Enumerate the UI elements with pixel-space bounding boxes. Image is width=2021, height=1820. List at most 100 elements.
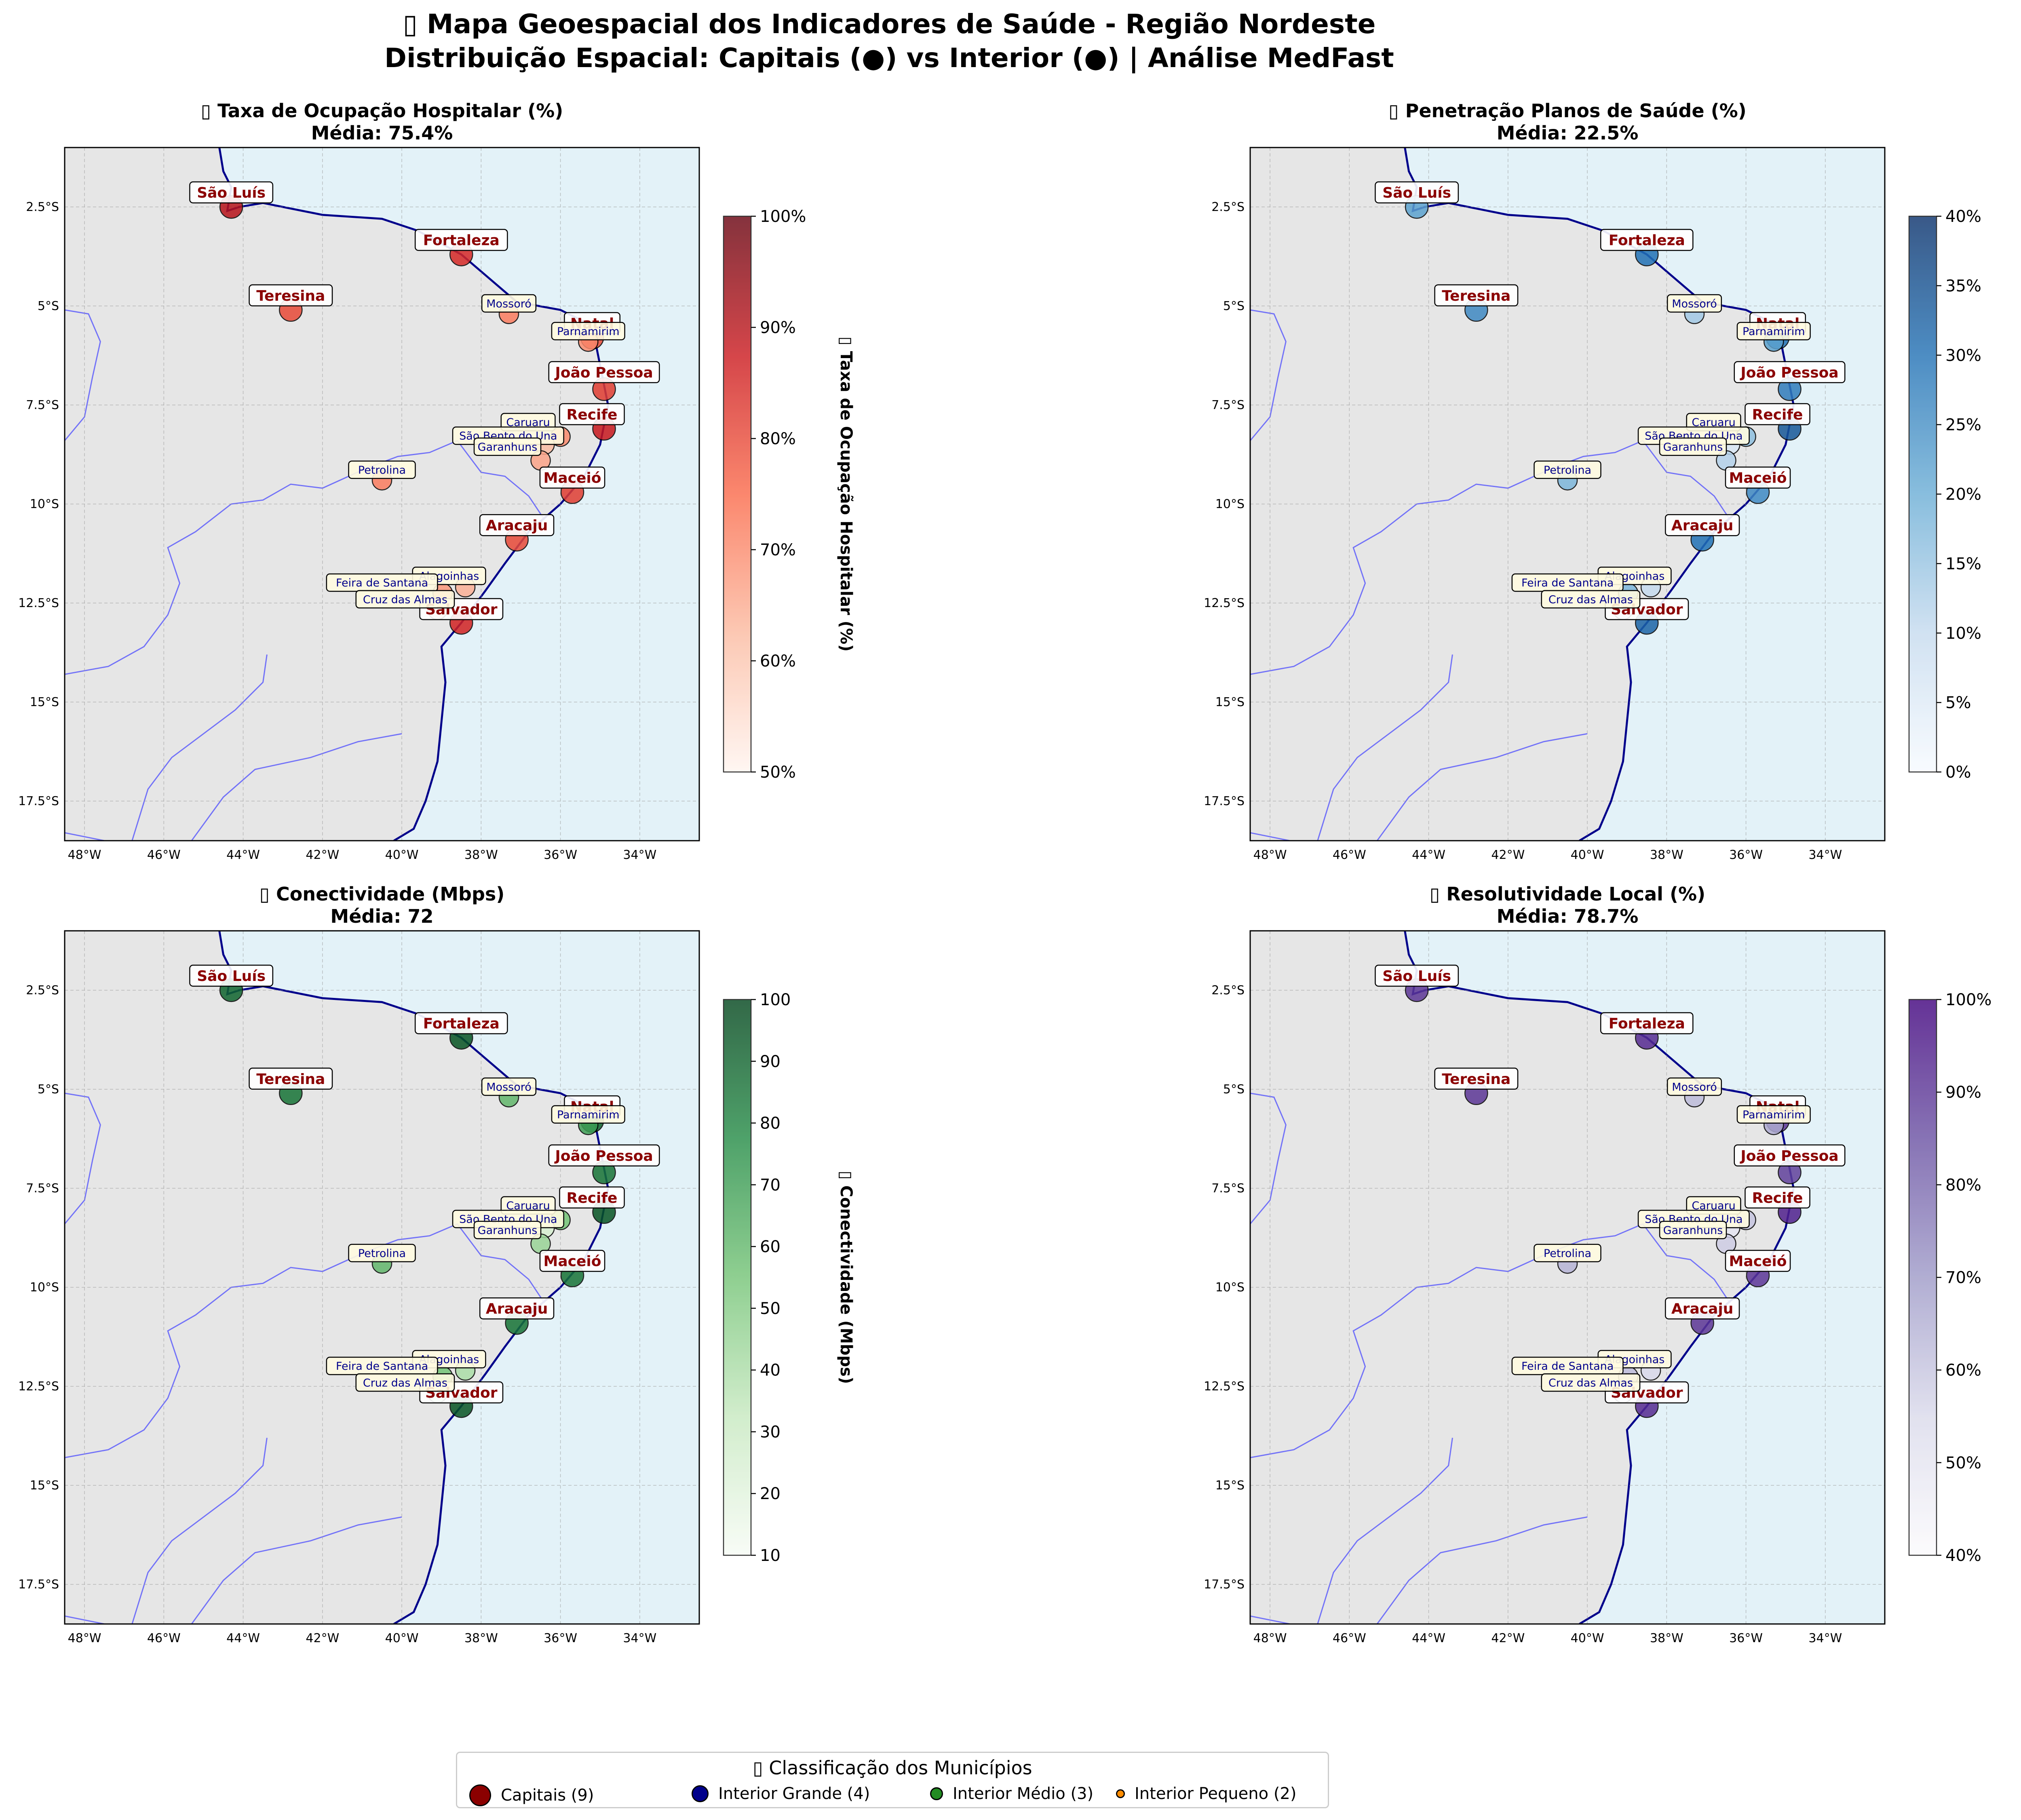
- city-label-box: [479, 1297, 555, 1320]
- state-border: [65, 1615, 105, 1624]
- colorbar-tick-label: 0%: [1945, 763, 1971, 782]
- y-tick-label: 7.5°S: [1211, 398, 1245, 412]
- y-tick-label: 10°S: [30, 497, 59, 511]
- y-tick-label: 5°S: [38, 299, 59, 313]
- city-label-aracaju: Aracaju: [1664, 1297, 1740, 1320]
- city-label-box: [1659, 437, 1727, 456]
- city-label-box: [1375, 964, 1459, 987]
- city-label-sao-luis: São Luís: [1375, 181, 1459, 204]
- city-label-text: Maceió: [544, 1253, 601, 1270]
- colorbar-tick-label: 90: [760, 1052, 781, 1071]
- y-tick-label: 5°S: [1223, 1082, 1245, 1097]
- city-label-text: Maceió: [544, 470, 601, 487]
- x-tick-label: 34°W: [1808, 1631, 1842, 1645]
- city-label-aracaju: Aracaju: [479, 1297, 555, 1320]
- state-border: [1317, 654, 1453, 841]
- map-frame: [64, 930, 700, 1625]
- city-label-box: [1534, 460, 1601, 479]
- city-label-text: Parnamirim: [557, 1109, 620, 1121]
- city-label-text: Teresina: [1442, 288, 1510, 304]
- land: [65, 148, 608, 841]
- city-label-box: [1659, 1221, 1727, 1239]
- legend-label-interior-pequeno: Interior Pequeno (2): [1135, 1784, 1297, 1803]
- y-tick-label: 7.5°S: [26, 1181, 59, 1196]
- city-label-recife: Recife: [1745, 1186, 1810, 1209]
- y-tick-label: 12.5°S: [1204, 596, 1245, 610]
- x-tick-label: 40°W: [1571, 1631, 1604, 1645]
- city-label-feira-de-santana: Feira de Santana: [1511, 573, 1624, 592]
- colorbar-tick-label: 70%: [760, 541, 796, 559]
- city-label-petrolina: Petrolina: [348, 460, 416, 479]
- city-label-box: [539, 1250, 605, 1272]
- city-label-cruz-das-almas: Cruz das Almas: [1541, 1373, 1641, 1392]
- x-tick-label: 44°W: [226, 1631, 260, 1645]
- colorbar-tick-label: 20%: [1945, 485, 1981, 504]
- city-label-recife: Recife: [1745, 403, 1810, 426]
- city-label-text: Cruz das Almas: [363, 593, 447, 606]
- city-label-sao-luis: São Luís: [189, 181, 274, 204]
- panel-subtitle: Média: 22.5%: [1497, 122, 1639, 144]
- city-label-joao-pessoa: João Pessoa: [548, 361, 660, 384]
- city-label-box: [1734, 1144, 1846, 1167]
- y-tick-label: 15°S: [1215, 1478, 1245, 1493]
- city-label-feira-de-santana: Feira de Santana: [326, 573, 438, 592]
- city-label-text: Recife: [567, 1190, 618, 1206]
- state-border: [191, 1516, 402, 1624]
- legend-title: ▯ Classificação dos Municípios: [753, 1757, 1032, 1779]
- x-tick-label: 40°W: [385, 848, 419, 862]
- state-border: [1376, 733, 1588, 841]
- city-label-text: Aracaju: [486, 517, 548, 534]
- y-tick-label: 10°S: [1215, 497, 1245, 511]
- colorbar-tick-label: 40: [760, 1361, 781, 1380]
- colorbar-tick-label: 100%: [760, 207, 806, 226]
- map-frame: [1249, 147, 1886, 841]
- city-label-teresina: Teresina: [249, 284, 333, 307]
- map-panel-2: ▯ Penetração Planos de Saúde (%)Média: 2…: [1204, 100, 1981, 862]
- colorbar-tick-label: 35%: [1945, 277, 1981, 295]
- city-label-box: [548, 1144, 660, 1167]
- city-label-text: Mossoró: [1672, 297, 1717, 310]
- y-tick-label: 2.5°S: [1211, 200, 1245, 214]
- city-label-parnamirim: Parnamirim: [551, 1105, 625, 1124]
- city-label-box: [1664, 1297, 1740, 1320]
- city-label-box: [355, 1373, 455, 1392]
- city-label-text: João Pessoa: [1739, 365, 1838, 381]
- x-tick-label: 38°W: [1650, 1631, 1683, 1645]
- panel-subtitle: Média: 75.4%: [311, 122, 453, 144]
- y-tick-label: 15°S: [1215, 695, 1245, 709]
- x-tick-label: 42°W: [306, 1631, 339, 1645]
- y-tick-label: 12.5°S: [1204, 1379, 1245, 1394]
- colorbar-tick-label: 50: [760, 1299, 781, 1318]
- city-label-aracaju: Aracaju: [1664, 514, 1740, 536]
- colorbar-tick-label: 80%: [1945, 1176, 1981, 1194]
- city-label-text: Cruz das Almas: [1548, 1377, 1633, 1389]
- x-tick-label: 38°W: [1650, 848, 1683, 862]
- x-tick-label: 40°W: [385, 1631, 419, 1645]
- colorbar-tick-label: 60%: [1945, 1361, 1981, 1380]
- city-label-text: Fortaleza: [423, 1016, 500, 1032]
- map-panel-4: ▯ Resolutividade Local (%)Média: 78.7% 48…: [1204, 883, 1991, 1645]
- city-label-text: Mossoró: [1672, 1081, 1717, 1093]
- city-label-box: [249, 1067, 333, 1090]
- x-tick-label: 48°W: [68, 1631, 101, 1645]
- y-tick-label: 2.5°S: [1211, 983, 1245, 998]
- land: [1250, 931, 1794, 1624]
- x-tick-label: 36°W: [1729, 1631, 1763, 1645]
- city-label-box: [1725, 466, 1791, 489]
- colorbar-tick-label: 90%: [1945, 1083, 1981, 1102]
- city-label-text: São Luís: [1382, 968, 1451, 985]
- city-label-box: [414, 1012, 508, 1034]
- city-label-text: Teresina: [256, 1071, 325, 1088]
- x-tick-label: 34°W: [623, 848, 656, 862]
- city-label-box: [1664, 514, 1740, 536]
- x-tick-label: 42°W: [306, 848, 339, 862]
- colorbar-tick-label: 30%: [1945, 346, 1981, 365]
- city-label-text: Garanhuns: [478, 1224, 538, 1237]
- city-label-text: Parnamirim: [1743, 1109, 1805, 1121]
- city-label-text: Petrolina: [358, 1247, 406, 1260]
- y-tick-label: 17.5°S: [18, 794, 59, 808]
- colorbar-tick-label: 70%: [1945, 1269, 1981, 1287]
- city-label-text: Feira de Santana: [1521, 577, 1614, 589]
- city-label-cruz-das-almas: Cruz das Almas: [1541, 590, 1641, 609]
- x-tick-label: 38°W: [464, 1631, 498, 1645]
